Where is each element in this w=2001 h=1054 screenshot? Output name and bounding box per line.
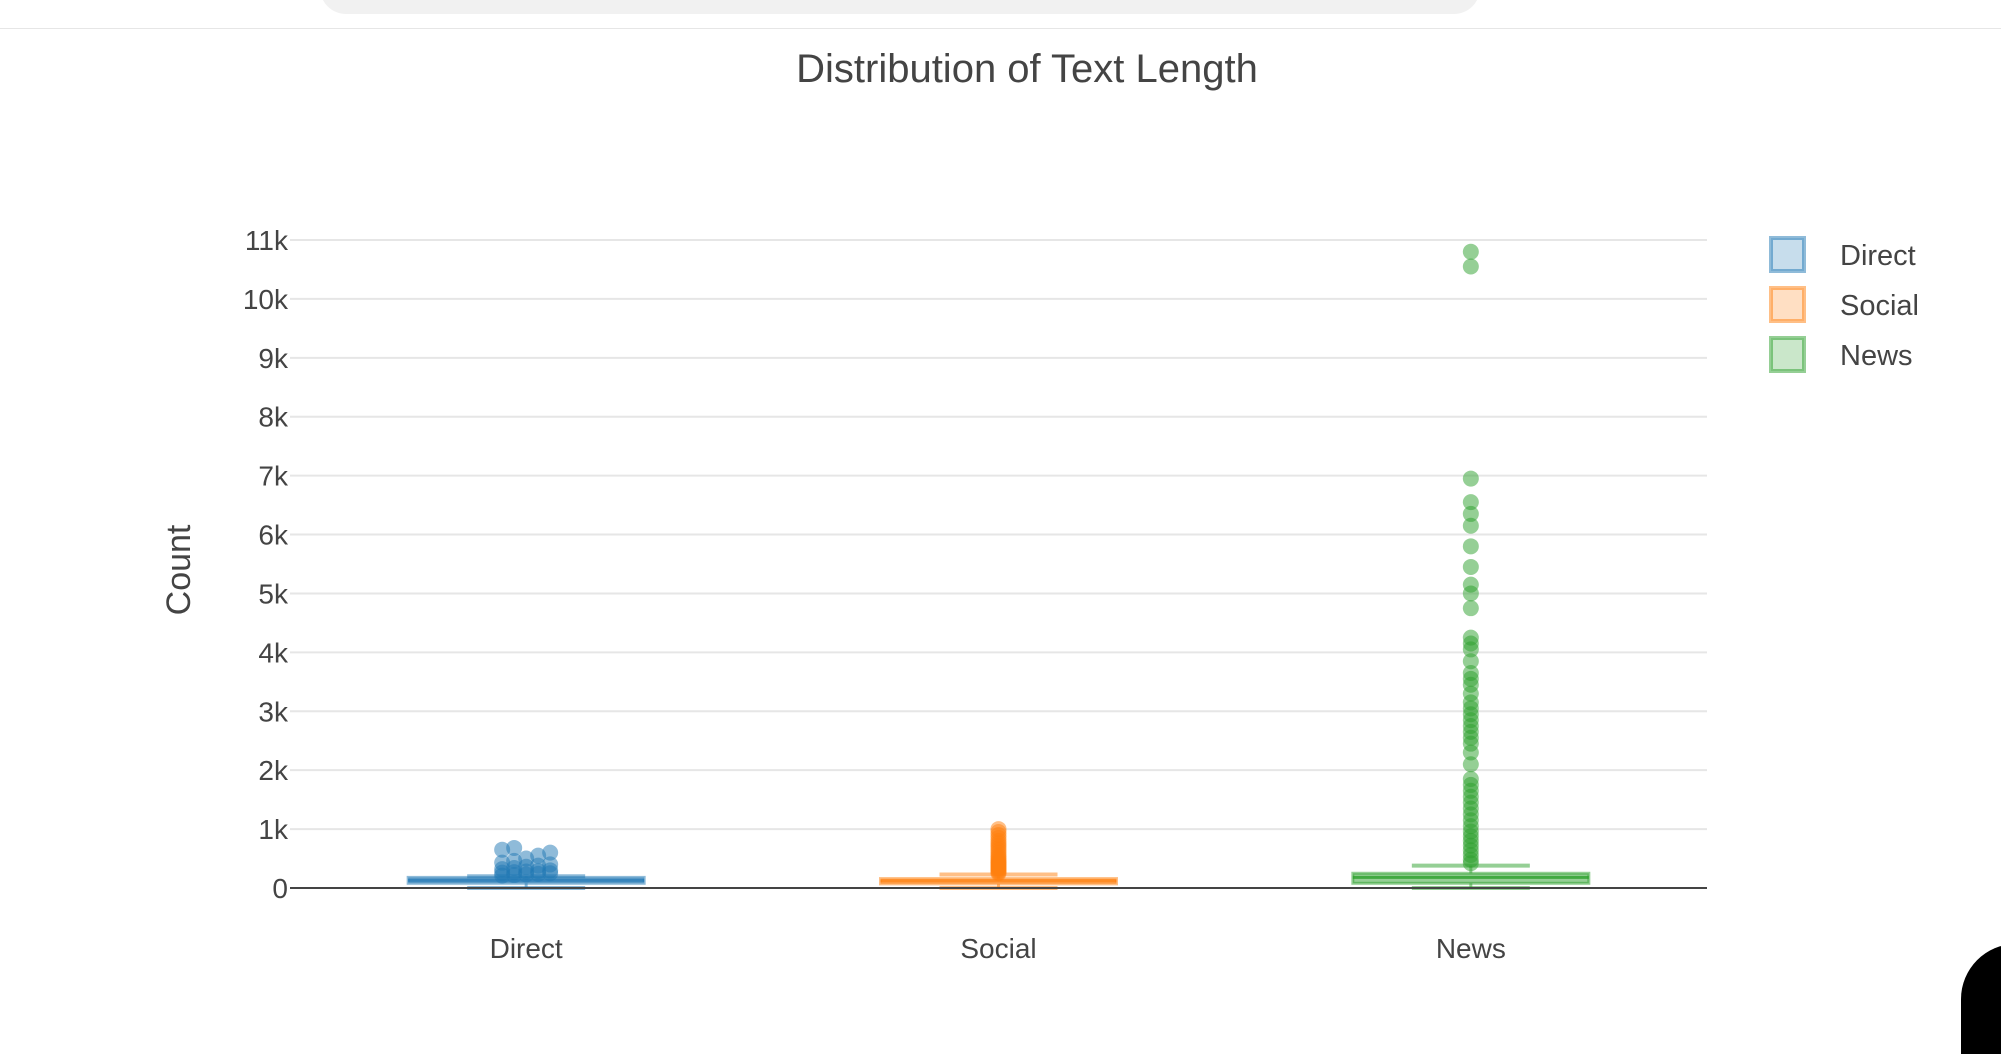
- legend: Direct Social News: [1769, 236, 1919, 373]
- legend-swatch: [1769, 336, 1806, 373]
- legend-label: Direct: [1840, 240, 1916, 272]
- outlier-point: [506, 852, 523, 869]
- outlier-point: [1462, 494, 1479, 511]
- legend-item-news[interactable]: News: [1769, 336, 1913, 373]
- outlier-point: [1462, 629, 1479, 646]
- outlier-point: [1462, 600, 1479, 617]
- grid-lines: [290, 239, 1707, 831]
- outlier-point: [990, 821, 1007, 838]
- outlier-point: [1462, 576, 1479, 593]
- outlier-point: [494, 841, 511, 858]
- x-tick-labels: Direct Social News: [490, 933, 1506, 964]
- box-news: [1351, 243, 1591, 890]
- y-tick-label: 6k: [258, 520, 289, 551]
- outlier-point: [542, 856, 559, 873]
- box-plot-chart: Distribution of Text Length Count 0 1k 2k 3…: [160, 47, 1919, 964]
- outlier-point: [1462, 538, 1479, 555]
- outlier-point: [506, 839, 523, 856]
- outlier-point: [542, 844, 559, 861]
- outlier-point: [1462, 470, 1479, 487]
- outlier-point: [1462, 771, 1479, 788]
- legend-swatch: [1769, 286, 1806, 323]
- outlier-point: [530, 847, 547, 864]
- outlier-point: [1462, 517, 1479, 534]
- y-tick-label: 4k: [258, 637, 289, 668]
- outlier-point: [1462, 756, 1479, 773]
- box-direct: [406, 839, 646, 890]
- box-social: [879, 821, 1118, 890]
- legend-swatch: [1769, 236, 1806, 273]
- top-divider: [0, 28, 2001, 29]
- y-axis-label: Count: [160, 524, 198, 615]
- x-tick-label: Social: [960, 933, 1036, 964]
- y-tick-label: 3k: [258, 696, 289, 727]
- y-tick-label: 2k: [258, 755, 289, 786]
- y-tick-label: 9k: [258, 343, 289, 374]
- y-tick-label: 1k: [258, 814, 289, 845]
- legend-item-direct[interactable]: Direct: [1769, 236, 1916, 273]
- outlier-point: [1462, 664, 1479, 681]
- x-tick-label: Direct: [490, 933, 563, 964]
- y-tick-labels: 0 1k 2k 3k 4k 5k 6k 7k 8k 9k 10k 11k: [243, 225, 289, 904]
- legend-label: News: [1840, 340, 1913, 372]
- y-tick-label: 7k: [258, 461, 289, 492]
- outlier-point: [518, 850, 535, 867]
- outlier-point: [494, 854, 511, 871]
- boxes: [406, 243, 1591, 890]
- x-tick-label: News: [1436, 933, 1506, 964]
- chart-title: Distribution of Text Length: [796, 47, 1258, 91]
- outlier-point: [1462, 258, 1479, 275]
- y-tick-label: 5k: [258, 578, 289, 609]
- toolbar-bar: [320, 0, 1480, 14]
- outlier-point: [1462, 505, 1479, 522]
- y-tick-label: 8k: [258, 402, 289, 433]
- legend-item-social[interactable]: Social: [1769, 286, 1919, 323]
- y-tick-label: 10k: [243, 284, 289, 315]
- outlier-point: [1462, 653, 1479, 670]
- y-tick-label: 0: [272, 873, 288, 904]
- outlier-point: [1462, 243, 1479, 260]
- outlier-point: [1462, 558, 1479, 575]
- y-tick-label: 11k: [245, 225, 289, 256]
- legend-label: Social: [1840, 290, 1919, 322]
